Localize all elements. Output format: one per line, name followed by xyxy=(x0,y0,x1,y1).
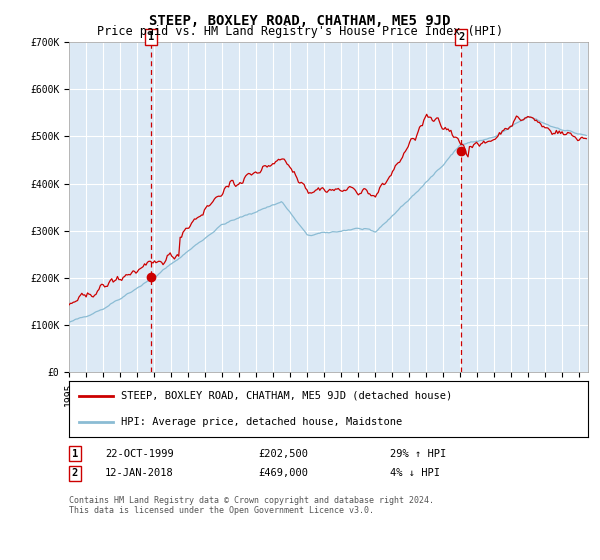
Text: STEEP, BOXLEY ROAD, CHATHAM, ME5 9JD (detached house): STEEP, BOXLEY ROAD, CHATHAM, ME5 9JD (de… xyxy=(121,391,452,401)
Text: 2: 2 xyxy=(458,32,464,42)
Text: 29% ↑ HPI: 29% ↑ HPI xyxy=(390,449,446,459)
Text: 4% ↓ HPI: 4% ↓ HPI xyxy=(390,468,440,478)
Text: STEEP, BOXLEY ROAD, CHATHAM, ME5 9JD: STEEP, BOXLEY ROAD, CHATHAM, ME5 9JD xyxy=(149,14,451,28)
Text: Price paid vs. HM Land Registry's House Price Index (HPI): Price paid vs. HM Land Registry's House … xyxy=(97,25,503,38)
Text: £469,000: £469,000 xyxy=(258,468,308,478)
Text: Contains HM Land Registry data © Crown copyright and database right 2024.
This d: Contains HM Land Registry data © Crown c… xyxy=(69,496,434,515)
Text: 2: 2 xyxy=(72,468,78,478)
Text: 1: 1 xyxy=(148,32,154,42)
Text: 12-JAN-2018: 12-JAN-2018 xyxy=(105,468,174,478)
Text: HPI: Average price, detached house, Maidstone: HPI: Average price, detached house, Maid… xyxy=(121,417,402,427)
Text: 1: 1 xyxy=(72,449,78,459)
Text: 22-OCT-1999: 22-OCT-1999 xyxy=(105,449,174,459)
Text: £202,500: £202,500 xyxy=(258,449,308,459)
